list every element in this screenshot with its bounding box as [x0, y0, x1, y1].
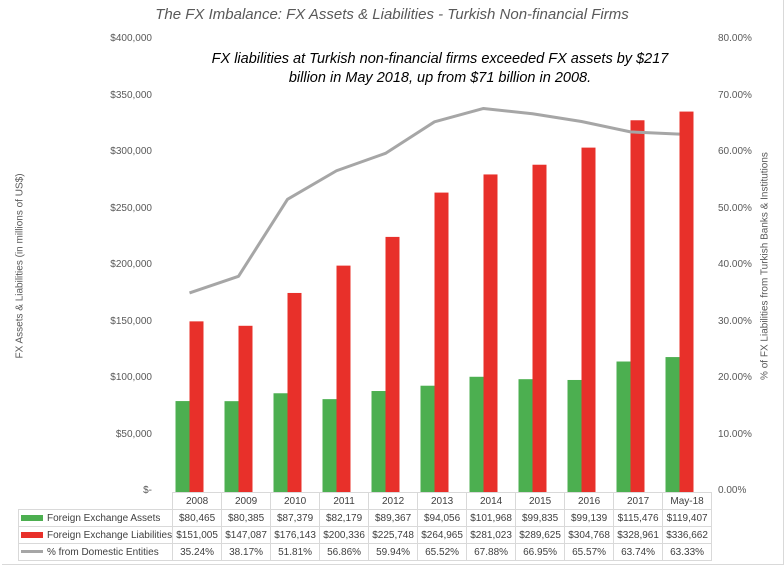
data-label: $200,336	[319, 526, 370, 544]
y-tick-label: $400,000	[110, 33, 152, 44]
data-label: $225,748	[368, 526, 419, 544]
data-label: $115,476	[613, 509, 664, 527]
category-label: 2014	[466, 492, 517, 510]
chart-title: The FX Imbalance: FX Assets & Liabilitie…	[155, 6, 629, 23]
legend-swatch	[21, 531, 43, 538]
data-label: $151,005	[172, 526, 223, 544]
y2-tick-label: 30.00%	[718, 315, 752, 327]
bar-fx-assets	[175, 401, 190, 492]
bar-fx-liabilities	[336, 265, 351, 492]
data-label: $101,968	[466, 509, 517, 527]
bar-fx-liabilities	[385, 236, 400, 492]
data-label: 63.33%	[662, 543, 713, 561]
y2-tick-label: 60.00%	[718, 146, 752, 157]
y2-tick-label: 80.00%	[718, 33, 752, 44]
data-label: 56.86%	[319, 543, 370, 561]
bar-fx-liabilities	[679, 111, 694, 493]
bar-fx-liabilities	[189, 321, 204, 492]
category-label: 2008	[172, 492, 223, 510]
bar-fx-assets	[224, 401, 239, 492]
chart-annotation: FX liabilities at Turkish non-financial …	[211, 51, 669, 86]
bar-fx-assets	[273, 393, 288, 492]
data-label: $87,379	[270, 509, 321, 527]
bar-fx-assets	[322, 399, 337, 492]
y-tick-label: $100,000	[110, 372, 152, 383]
y-tick-label: $300,000	[110, 146, 152, 157]
data-label: $80,385	[221, 509, 272, 527]
y-tick-label: $350,000	[110, 89, 152, 101]
legend-swatch	[21, 514, 43, 521]
y-tick-label: $50,000	[115, 428, 152, 440]
y2-tick-label: 50.00%	[718, 202, 752, 214]
y2-tick-label: 0.00%	[718, 485, 747, 496]
y2-tick-label: 40.00%	[718, 259, 752, 270]
data-label: $264,965	[417, 526, 468, 544]
data-label: $89,367	[368, 509, 419, 527]
table-corner	[18, 492, 174, 510]
legend-label: Foreign Exchange Liabilities	[47, 529, 173, 541]
data-table: 2008 2009 2010 2011 2012 2013 2014 2015 2016 2017…	[17, 492, 713, 561]
legend-entry: Foreign Exchange Liabilities	[17, 526, 174, 544]
category-label: 2016	[564, 492, 615, 510]
category-label: 2013	[417, 492, 468, 510]
data-label: 65.57%	[564, 543, 615, 561]
legend-swatch	[21, 550, 43, 554]
data-label: $304,768	[564, 526, 615, 544]
data-label: 59.94%	[368, 543, 419, 561]
y2-tick-label: 20.00%	[718, 372, 752, 383]
data-label: $281,023	[466, 526, 517, 544]
bar-fx-assets	[665, 357, 680, 492]
data-label: $82,179	[319, 509, 370, 527]
category-label: 2012	[368, 492, 419, 510]
y-tick-label: $250,000	[110, 202, 152, 214]
data-label: 35.24%	[172, 543, 223, 561]
data-label: $99,139	[564, 509, 615, 527]
data-label: $289,625	[515, 526, 566, 544]
data-label: 51.81%	[270, 543, 321, 561]
bar-fx-liabilities	[434, 192, 449, 493]
bar-fx-liabilities	[483, 174, 498, 492]
data-label: $119,407	[662, 509, 713, 527]
bar-fx-assets	[420, 385, 435, 492]
data-label: $80,465	[172, 509, 223, 527]
category-label: 2010	[270, 492, 321, 510]
category-label: 2017	[613, 492, 664, 510]
y-tick-label: $150,000	[110, 315, 152, 327]
data-label: $99,835	[515, 509, 566, 527]
data-label: 67.88%	[466, 543, 517, 561]
data-label: 65.52%	[417, 543, 468, 561]
category-label: 2011	[319, 492, 370, 510]
bar-fx-liabilities	[532, 164, 547, 492]
data-label: $328,961	[613, 526, 664, 544]
data-label: $176,143	[270, 526, 321, 544]
legend-entry: Foreign Exchange Assets	[17, 509, 174, 527]
data-label: $147,087	[221, 526, 272, 544]
legend-entry: % from Domestic Entities	[17, 543, 174, 561]
legend-label: Foreign Exchange Assets	[47, 512, 161, 524]
data-label: $94,056	[417, 509, 468, 527]
bar-fx-liabilities	[581, 147, 596, 492]
y2-tick-label: 10.00%	[718, 428, 752, 440]
bar-fx-assets	[371, 391, 386, 492]
y-tick-label: $200,000	[110, 259, 152, 270]
y2-tick-label: 70.00%	[718, 89, 752, 101]
data-label: 38.17%	[221, 543, 272, 561]
data-label: 63.74%	[613, 543, 664, 561]
bar-fx-assets	[567, 379, 582, 492]
bar-fx-assets	[518, 379, 533, 492]
category-label: 2015	[515, 492, 566, 510]
y-tick-label: $-	[143, 485, 152, 496]
category-label: 2009	[221, 492, 272, 510]
bar-fx-liabilities	[287, 292, 302, 492]
bar-fx-assets	[469, 376, 484, 492]
bar-fx-liabilities	[238, 325, 253, 492]
data-label: 66.95%	[515, 543, 566, 561]
legend-label: % from Domestic Entities	[47, 546, 159, 558]
category-label: May-18	[662, 492, 713, 510]
bar-fx-liabilities	[630, 120, 645, 492]
bar-fx-assets	[616, 361, 631, 492]
data-label: $336,662	[662, 526, 713, 544]
